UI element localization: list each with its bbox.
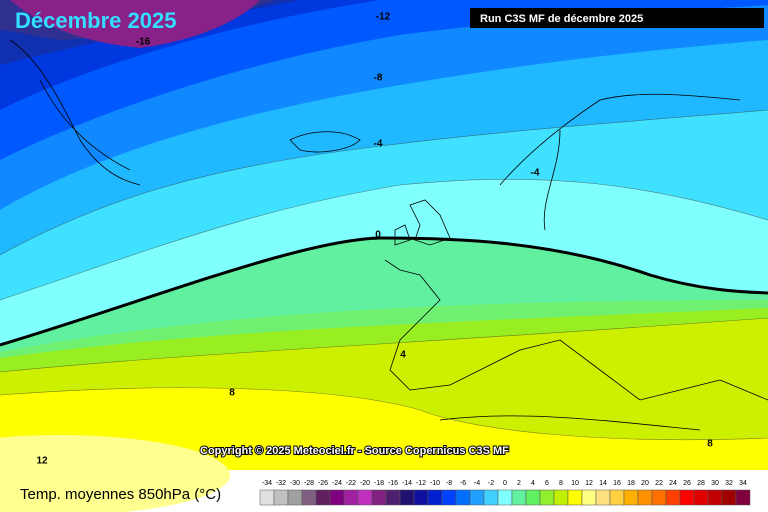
scale-cell	[413, 489, 429, 506]
scale-cell	[301, 489, 317, 506]
scale-label: -34	[262, 480, 272, 487]
contour-label: -16	[136, 37, 151, 48]
scale-cell	[665, 489, 681, 506]
scale-label: -18	[374, 480, 384, 487]
scale-label: 20	[641, 480, 649, 487]
scale-cell	[525, 489, 541, 506]
scale-cell	[707, 489, 723, 506]
run-label: Run C3S MF de décembre 2025	[480, 13, 643, 25]
legend-title: Temp. moyennes 850hPa (°C)	[20, 486, 221, 503]
scale-cell	[693, 489, 709, 506]
map-title: Décembre 2025	[15, 8, 176, 33]
scale-label: 2	[517, 480, 521, 487]
scale-label: -28	[304, 480, 314, 487]
scale-label: 26	[683, 480, 691, 487]
contour-label: 8	[707, 439, 713, 450]
scale-cell	[385, 489, 401, 506]
scale-label: -6	[460, 480, 466, 487]
scale-cell	[427, 489, 443, 506]
scale-label: -14	[402, 480, 412, 487]
scale-label: 4	[531, 480, 535, 487]
scale-label: -22	[346, 480, 356, 487]
scale-cell	[651, 489, 667, 506]
contour-label: 8	[229, 388, 235, 399]
scale-label: 30	[711, 480, 719, 487]
scale-cell	[273, 489, 289, 506]
scale-cell	[329, 489, 345, 506]
scale-label: -26	[318, 480, 328, 487]
scale-label: 22	[655, 480, 663, 487]
scale-label: 10	[571, 480, 579, 487]
scale-cell	[553, 489, 569, 506]
contour-label: 4	[400, 350, 406, 361]
scale-label: -10	[430, 480, 440, 487]
scale-label: 32	[725, 480, 733, 487]
scale-label: 0	[503, 480, 507, 487]
scale-cell	[581, 489, 597, 506]
scale-label: -12	[416, 480, 426, 487]
scale-cell	[455, 489, 471, 506]
scale-label: 16	[613, 480, 621, 487]
scale-label: 24	[669, 480, 677, 487]
scale-label: -30	[290, 480, 300, 487]
contour-label: -4	[531, 168, 540, 179]
run-box	[470, 8, 764, 28]
scale-cell	[357, 489, 373, 506]
scale-label: -24	[332, 480, 342, 487]
scale-cell	[371, 489, 387, 506]
scale-label: 14	[599, 480, 607, 487]
scale-cell	[441, 489, 457, 506]
scale-cell	[259, 489, 275, 506]
scale-cell	[567, 489, 583, 506]
scale-label: -2	[488, 480, 494, 487]
color-scale: -34 -32 -30 -28 -26 -24 -22 -20 -18 -16 -14 -12 -10-…	[259, 480, 751, 506]
contour-label: 12	[36, 456, 48, 467]
scale-label: 34	[739, 480, 747, 487]
scale-label: -16	[388, 480, 398, 487]
scale-label: 28	[697, 480, 705, 487]
scale-cell	[679, 489, 695, 506]
scale-label: 6	[545, 480, 549, 487]
scale-label: -20	[360, 480, 370, 487]
scale-cell	[595, 489, 611, 506]
scale-label: -8	[446, 480, 452, 487]
zero-contour	[0, 236, 768, 347]
scale-cell	[637, 489, 653, 506]
scale-cell	[343, 489, 359, 506]
scale-cell	[539, 489, 555, 506]
scale-cell	[287, 489, 303, 506]
scale-cell	[735, 489, 751, 506]
scale-cell	[721, 489, 737, 506]
scale-label: -4	[474, 480, 480, 487]
scale-cell	[483, 489, 499, 506]
scale-cell	[497, 489, 513, 506]
scale-label: -32	[276, 480, 286, 487]
scale-cell	[609, 489, 625, 506]
scale-cell	[469, 489, 485, 506]
scale-label: 8	[559, 480, 563, 487]
scale-cell	[315, 489, 331, 506]
scale-label: 12	[585, 480, 593, 487]
scale-cell	[399, 489, 415, 506]
contour-label: -8	[374, 73, 383, 84]
scale-label: 18	[627, 480, 635, 487]
contour-label: -4	[374, 139, 383, 150]
copyright: Copyright © 2025 Meteociel.fr - Source C…	[200, 445, 509, 457]
contour-label: 0	[375, 230, 381, 241]
contour-label: -12	[376, 12, 391, 23]
scale-cell	[623, 489, 639, 506]
scale-cell	[511, 489, 527, 506]
